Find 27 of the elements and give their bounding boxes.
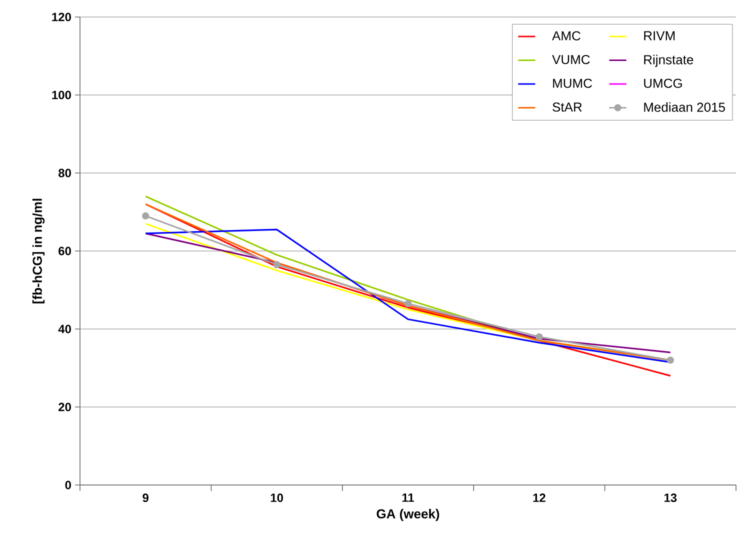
y-tick-label: 120 — [52, 12, 71, 22]
legend-label: UMCG — [644, 78, 682, 88]
y-tick-label: 80 — [58, 168, 71, 178]
y-tick-label: 60 — [58, 246, 71, 256]
point — [666, 356, 674, 364]
x-axis-title: GA (week) — [376, 508, 440, 522]
y-tick-label: 20 — [58, 402, 71, 412]
x-tick-label: 9 — [142, 494, 148, 502]
legend-label: AMC — [552, 31, 580, 40]
point — [536, 333, 543, 340]
point — [404, 300, 412, 308]
legend-label: MUMC — [553, 78, 592, 88]
x-tick-label: 13 — [664, 494, 677, 502]
legend-label: Rijnstate — [644, 54, 694, 67]
point — [142, 212, 150, 220]
legend-label: RIVM — [644, 31, 675, 40]
y-tick-label: 100 — [52, 90, 71, 100]
x-tick-label: 10 — [270, 494, 283, 502]
point — [273, 261, 280, 268]
legend-label: StAR — [552, 102, 582, 112]
x-tick-label: 12 — [533, 494, 546, 502]
x-tick-label: 11 — [402, 494, 414, 502]
legend-label: Mediaan 2015 — [644, 102, 725, 112]
y-tick-label: 0 — [65, 480, 71, 490]
y-tick-label: 40 — [58, 324, 71, 334]
y-axis-title: [fb-hCG] in ng/ml — [32, 198, 45, 304]
legend-label: VUMC — [552, 54, 590, 64]
